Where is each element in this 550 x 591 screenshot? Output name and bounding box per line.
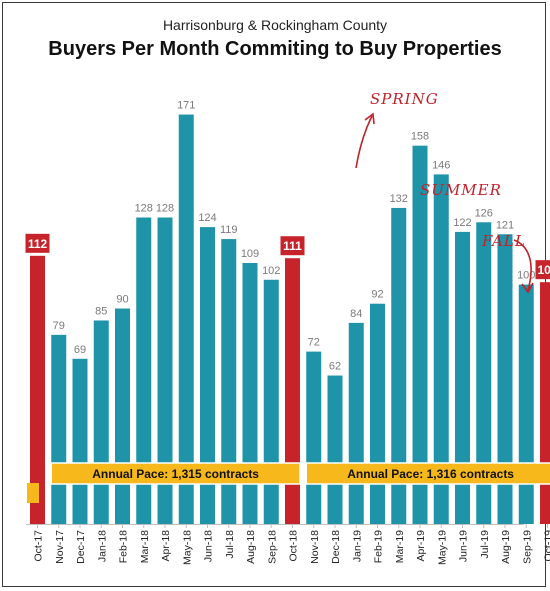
chart-subtitle: Harrisonburg & Rockingham County bbox=[163, 17, 387, 33]
category-label: Oct-18 bbox=[288, 530, 300, 562]
bar-mar-19 bbox=[391, 207, 407, 524]
bar-feb-19 bbox=[370, 303, 385, 524]
value-label: 146 bbox=[432, 159, 450, 171]
value-label: 126 bbox=[475, 207, 493, 219]
annual-pace-label: Annual Pace: 1,316 contracts bbox=[347, 467, 514, 481]
chart-overlays: SPRING SUMMER FALL bbox=[355, 90, 534, 294]
value-label: 171 bbox=[177, 100, 195, 112]
category-label: Jan-18 bbox=[96, 530, 108, 562]
bar-feb-18 bbox=[115, 308, 130, 524]
category-label: Jul-18 bbox=[224, 530, 236, 559]
category-label: Mar-18 bbox=[139, 530, 151, 563]
bar-jan-19 bbox=[348, 322, 364, 524]
category-label: Oct-19 bbox=[543, 530, 550, 562]
spring-arrow bbox=[355, 115, 373, 169]
value-label: 109 bbox=[241, 248, 259, 260]
bar-dec-18 bbox=[327, 375, 343, 524]
category-label: Nov-18 bbox=[309, 530, 321, 564]
annual-pace-stub bbox=[27, 483, 39, 503]
category-label: Sep-19 bbox=[521, 530, 533, 564]
bar-oct-18 bbox=[285, 258, 300, 524]
category-label: Aug-18 bbox=[245, 530, 257, 564]
category-label: Apr-19 bbox=[415, 530, 427, 562]
category-label: Aug-19 bbox=[500, 530, 512, 564]
bar-aug-19 bbox=[497, 234, 513, 524]
value-label: 72 bbox=[308, 337, 320, 349]
value-label: 124 bbox=[198, 212, 216, 224]
bar-jan-18 bbox=[93, 320, 109, 524]
category-label: Nov-17 bbox=[54, 530, 66, 564]
category-label: Jul-19 bbox=[479, 530, 491, 559]
value-label: 84 bbox=[350, 308, 362, 320]
bar-nov-17 bbox=[51, 334, 67, 524]
value-label: 128 bbox=[156, 203, 174, 215]
category-label: Jun-19 bbox=[458, 530, 470, 562]
annotation-fall: FALL bbox=[481, 232, 526, 250]
value-label: 122 bbox=[453, 217, 471, 229]
annual-pace-box bbox=[305, 462, 550, 485]
bar-may-19 bbox=[433, 174, 449, 524]
category-label: Sep-18 bbox=[266, 530, 278, 564]
bar-sep-18 bbox=[263, 279, 279, 524]
value-label: 79 bbox=[53, 320, 65, 332]
spring-arrow-head bbox=[364, 112, 375, 125]
category-label: Apr-18 bbox=[160, 530, 172, 562]
annotation-spring: SPRING bbox=[370, 90, 439, 108]
value-label: 100 bbox=[517, 270, 535, 282]
value-label: 62 bbox=[329, 361, 341, 373]
category-label: May-18 bbox=[181, 530, 193, 565]
bar-apr-18 bbox=[157, 217, 173, 524]
value-label: 119 bbox=[220, 224, 238, 236]
chart-title: Buyers Per Month Commiting to Buy Proper… bbox=[48, 38, 501, 60]
value-label: 90 bbox=[116, 294, 128, 306]
value-label: 111 bbox=[283, 239, 302, 253]
category-label: Dec-18 bbox=[330, 530, 342, 564]
bar-jul-19 bbox=[476, 222, 492, 525]
category-label: Jun-18 bbox=[203, 530, 215, 562]
category-label: Feb-19 bbox=[373, 530, 385, 563]
value-label: 69 bbox=[74, 344, 86, 356]
value-label: 132 bbox=[390, 193, 408, 205]
bar-oct-17 bbox=[30, 255, 45, 524]
value-label: 102 bbox=[262, 265, 280, 277]
annual-pace-box bbox=[50, 462, 301, 485]
bar-dec-17 bbox=[72, 358, 88, 524]
annual-pace-label: Annual Pace: 1,315 contracts bbox=[92, 467, 259, 481]
category-label: Jan-19 bbox=[351, 530, 363, 562]
value-label: 128 bbox=[135, 203, 153, 215]
bar-sep-19 bbox=[518, 284, 534, 524]
bar-jun-18 bbox=[200, 227, 215, 524]
bar-apr-19 bbox=[412, 145, 428, 524]
value-label: 101 bbox=[537, 263, 550, 277]
bar-oct-19 bbox=[540, 282, 550, 524]
chart-marks: Oct-17 112 Nov-17 79 Dec-17 69 Jan-18 85 Feb-18 9… bbox=[25, 100, 550, 565]
category-label: Dec-17 bbox=[75, 530, 87, 564]
bar-jul-18 bbox=[221, 239, 237, 524]
category-label: Oct-17 bbox=[33, 530, 45, 562]
category-label: May-19 bbox=[436, 530, 448, 565]
fall-arrow-head bbox=[521, 282, 534, 294]
value-label: 85 bbox=[95, 305, 107, 317]
category-label: Feb-18 bbox=[118, 530, 130, 563]
value-callout-box bbox=[535, 260, 550, 280]
bar-aug-18 bbox=[242, 263, 258, 524]
bar-may-18 bbox=[178, 114, 194, 525]
value-callout-box bbox=[25, 233, 50, 253]
fall-arrow bbox=[513, 239, 532, 291]
value-label: 121 bbox=[496, 219, 514, 231]
value-label: 92 bbox=[371, 289, 383, 301]
bar-jun-19 bbox=[455, 231, 470, 524]
bar-mar-18 bbox=[136, 217, 152, 524]
annotation-summer: SUMMER bbox=[420, 181, 502, 199]
value-callout-box bbox=[280, 236, 305, 256]
value-label: 158 bbox=[411, 131, 429, 143]
bar-nov-18 bbox=[306, 351, 322, 524]
category-label: Mar-19 bbox=[394, 530, 406, 563]
value-label: 112 bbox=[28, 237, 48, 251]
